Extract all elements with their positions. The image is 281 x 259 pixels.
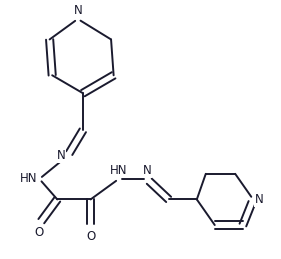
Text: O: O	[35, 226, 44, 239]
Text: O: O	[86, 230, 95, 243]
Text: HN: HN	[20, 172, 37, 185]
Text: N: N	[142, 164, 151, 177]
Text: N: N	[57, 149, 65, 162]
Text: HN: HN	[110, 164, 128, 177]
Text: N: N	[73, 4, 82, 17]
Text: N: N	[255, 193, 264, 206]
